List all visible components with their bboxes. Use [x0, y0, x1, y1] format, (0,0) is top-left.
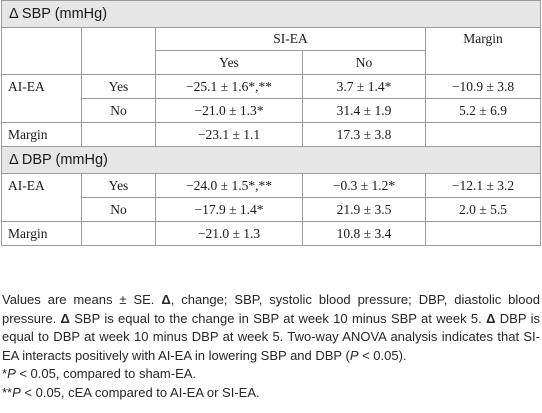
- notes-paragraph: Values are means ± SE. Δ, change; SBP, s…: [2, 292, 541, 363]
- level-cell: Yes: [81, 173, 156, 198]
- header-row-group: SI-EA Margin: [1, 27, 542, 51]
- value-cell: 3.7 ± 1.4*: [302, 74, 426, 99]
- si-ea-header: SI-EA: [155, 27, 426, 51]
- value-cell: 5.2 ± 6.9: [424, 98, 542, 123]
- level-cell: No: [81, 98, 156, 123]
- value-cell: 21.9 ± 3.5: [302, 197, 426, 222]
- si-ea-no-header: No: [302, 50, 426, 75]
- value-cell: [424, 221, 542, 246]
- dbp-section-header: Δ DBP (mmHg): [0, 146, 542, 174]
- table-row: AI-EA Yes −25.1 ± 1.6*,** 3.7 ± 1.4* −10…: [1, 74, 542, 99]
- margin-row: Margin −23.1 ± 1.1 17.3 ± 3.8: [1, 122, 542, 147]
- value-cell: −12.1 ± 3.2: [424, 173, 542, 198]
- table-row: No −21.0 ± 1.3* 31.4 ± 1.9 5.2 ± 6.9: [1, 98, 542, 123]
- value-cell: −24.0 ± 1.5*,**: [155, 173, 303, 198]
- margin-row-label: Margin: [1, 122, 82, 147]
- margin-row: Margin −21.0 ± 1.3 10.8 ± 3.4: [1, 221, 542, 246]
- sbp-section-header: Δ SBP (mmHg): [0, 0, 542, 28]
- level-cell: Yes: [81, 74, 156, 99]
- table-row: AI-EA Yes −24.0 ± 1.5*,** −0.3 ± 1.2* −1…: [1, 173, 542, 198]
- delta-symbol: Δ: [60, 310, 70, 326]
- value-cell: −0.3 ± 1.2*: [302, 173, 426, 198]
- table-row: No −17.9 ± 1.4* 21.9 ± 3.5 2.0 ± 5.5: [1, 197, 542, 222]
- ai-ea-label: AI-EA: [1, 74, 82, 99]
- table-footnotes: Values are means ± SE. Δ, change; SBP, s…: [2, 291, 540, 402]
- ai-ea-label: AI-EA: [1, 173, 82, 198]
- value-cell: 17.3 ± 3.8: [302, 122, 426, 147]
- value-cell: [424, 122, 542, 147]
- margin-column-header: Margin: [424, 27, 542, 51]
- value-cell: 31.4 ± 1.9: [302, 98, 426, 123]
- value-cell: −17.9 ± 1.4*: [155, 197, 303, 222]
- footnote-2: **P < 0.05, cEA compared to AI-EA or SI-…: [2, 384, 260, 400]
- delta-symbol: Δ: [161, 292, 171, 307]
- value-cell: −21.0 ± 1.3*: [155, 98, 303, 123]
- dbp-section-title: Δ DBP (mmHg): [0, 146, 542, 174]
- value-cell: −21.0 ± 1.3: [155, 221, 303, 246]
- level-cell: No: [81, 197, 156, 222]
- si-ea-yes-header: Yes: [155, 50, 303, 75]
- sbp-section-title: Δ SBP (mmHg): [0, 0, 542, 28]
- value-cell: −23.1 ± 1.1: [155, 122, 303, 147]
- header-row-levels: Yes No: [1, 50, 542, 75]
- value-cell: 10.8 ± 3.4: [302, 221, 426, 246]
- footnote-1: *P < 0.05, compared to sham-EA.: [2, 366, 197, 381]
- margin-row-label: Margin: [1, 221, 82, 246]
- value-cell: 2.0 ± 5.5: [424, 197, 542, 222]
- value-cell: −10.9 ± 3.8: [424, 74, 542, 99]
- value-cell: −25.1 ± 1.6*,**: [155, 74, 303, 99]
- results-table: Δ SBP (mmHg) SI-EA Margin Yes No AI-EA Y…: [0, 0, 542, 246]
- delta-symbol: Δ: [486, 310, 496, 326]
